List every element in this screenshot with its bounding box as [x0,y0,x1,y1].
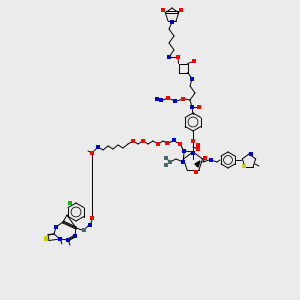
FancyBboxPatch shape [141,139,145,143]
FancyBboxPatch shape [181,97,185,101]
FancyBboxPatch shape [164,156,168,160]
FancyBboxPatch shape [181,160,185,164]
FancyBboxPatch shape [159,98,163,102]
FancyBboxPatch shape [66,238,70,242]
FancyBboxPatch shape [161,8,165,12]
FancyBboxPatch shape [90,151,94,155]
FancyBboxPatch shape [54,225,58,229]
FancyBboxPatch shape [192,59,196,63]
FancyBboxPatch shape [179,8,183,12]
FancyBboxPatch shape [196,143,200,147]
FancyBboxPatch shape [96,145,100,149]
FancyBboxPatch shape [164,163,168,167]
FancyBboxPatch shape [182,149,186,153]
FancyBboxPatch shape [165,141,169,145]
FancyBboxPatch shape [176,55,180,59]
FancyBboxPatch shape [197,105,201,109]
FancyBboxPatch shape [88,223,92,227]
FancyBboxPatch shape [190,105,194,109]
FancyBboxPatch shape [73,234,77,238]
FancyBboxPatch shape [90,216,94,220]
FancyBboxPatch shape [172,138,176,142]
FancyBboxPatch shape [191,139,195,143]
FancyBboxPatch shape [155,97,159,101]
FancyBboxPatch shape [203,156,207,160]
FancyBboxPatch shape [82,228,86,232]
FancyBboxPatch shape [196,147,200,151]
FancyBboxPatch shape [194,170,198,174]
FancyBboxPatch shape [178,142,182,146]
FancyBboxPatch shape [131,139,135,143]
FancyBboxPatch shape [191,151,195,155]
FancyBboxPatch shape [44,236,48,241]
Polygon shape [195,161,200,167]
FancyBboxPatch shape [170,20,174,24]
FancyBboxPatch shape [167,55,171,59]
FancyBboxPatch shape [58,237,62,241]
FancyBboxPatch shape [156,142,160,146]
FancyBboxPatch shape [209,158,213,162]
FancyBboxPatch shape [173,99,177,103]
FancyBboxPatch shape [190,77,194,81]
FancyBboxPatch shape [249,152,253,156]
FancyBboxPatch shape [168,160,172,164]
FancyBboxPatch shape [166,96,170,100]
FancyBboxPatch shape [242,164,246,168]
FancyBboxPatch shape [68,201,72,205]
